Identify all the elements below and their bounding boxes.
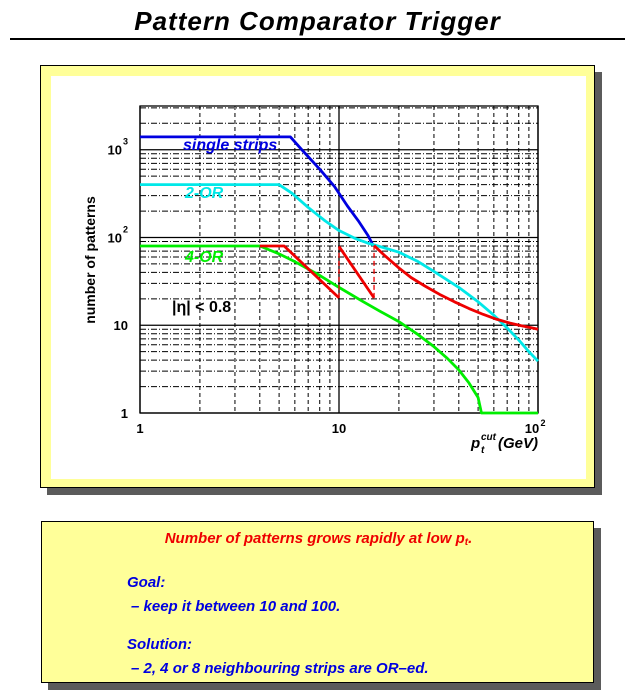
svg-text:4-OR: 4-OR: [184, 249, 224, 266]
svg-text:single strips: single strips: [183, 137, 277, 154]
svg-text:1: 1: [121, 406, 128, 421]
svg-text:t: t: [481, 445, 485, 456]
svg-text:10: 10: [525, 421, 539, 436]
svg-text:10: 10: [114, 318, 128, 333]
svg-text:2-OR: 2-OR: [184, 185, 224, 202]
svg-text:p: p: [470, 435, 480, 452]
svg-text:10: 10: [108, 231, 122, 246]
svg-text:2: 2: [123, 225, 128, 235]
svg-text:10: 10: [332, 421, 346, 436]
svg-text:2: 2: [540, 418, 545, 428]
svg-text:cut: cut: [481, 432, 497, 443]
svg-text:number of patterns: number of patterns: [82, 196, 98, 324]
svg-text:(GeV): (GeV): [498, 435, 538, 452]
svg-text:1: 1: [136, 421, 143, 436]
svg-text:3: 3: [123, 137, 128, 147]
svg-text:10: 10: [108, 143, 122, 158]
svg-text:|η| < 0.8: |η| < 0.8: [172, 299, 231, 316]
